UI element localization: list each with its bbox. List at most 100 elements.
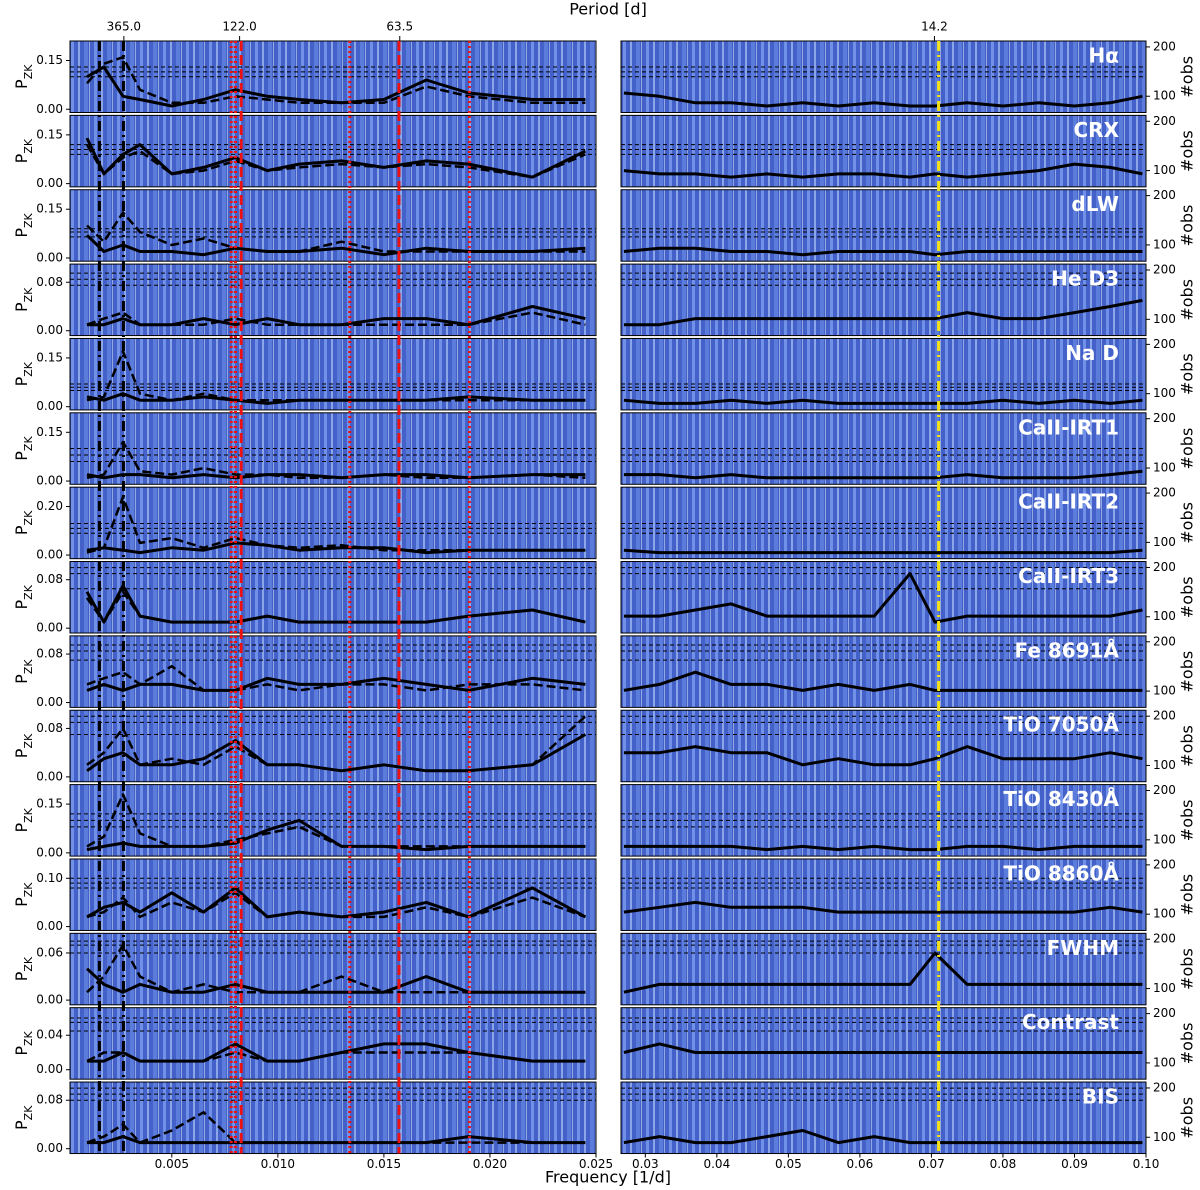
y-label-sub: ZK: [22, 361, 35, 377]
panel-frame: [620, 784, 1147, 857]
right-plot: [621, 1087, 1146, 1145]
x-tick-label: 0.005: [155, 1157, 189, 1171]
periodogram-line: [86, 392, 586, 405]
panel-frame: [69, 709, 597, 783]
right-plot: [621, 66, 1146, 108]
y-label-main: P: [12, 897, 31, 907]
left-plot: [70, 495, 596, 555]
y-tick-label: 0.00: [36, 399, 63, 413]
y2-tick-label: 100: [1153, 832, 1176, 846]
y-axis-label: PZK: [12, 436, 35, 461]
periodogram-line: [87, 1135, 586, 1145]
panel-frame: [620, 1007, 1147, 1080]
periodogram-line: [86, 65, 586, 108]
y-label-main: P: [12, 376, 31, 386]
left-plot: [70, 644, 596, 692]
period-tick-label: 63.5: [386, 20, 413, 34]
y2-axis-label: #obs: [1178, 725, 1197, 767]
x-tick-label: 0.10: [1133, 1157, 1160, 1171]
y-label-main: P: [12, 228, 31, 238]
panel-label: BIS: [1082, 1085, 1119, 1109]
panel-frame: [69, 337, 597, 411]
y-tick-label: 0.04: [36, 1028, 63, 1042]
y2-axis-label: #obs: [1178, 279, 1197, 321]
left-plot: [70, 211, 596, 257]
periodogram-line: [86, 664, 586, 692]
panel-label: Na D: [1065, 341, 1119, 365]
periodogram-line: [87, 1042, 586, 1063]
y-tick-label: 0.08: [36, 647, 63, 661]
x-tick-label: 0.03: [632, 1157, 659, 1171]
heatmap: [70, 115, 596, 187]
y-label-sub: ZK: [22, 436, 35, 452]
y2-tick-label: 200: [1153, 857, 1176, 871]
right-plot: [621, 813, 1146, 852]
y-label-main: P: [12, 748, 31, 758]
panel-frame: [620, 486, 1147, 560]
periodogram-line: [623, 162, 1143, 179]
y-axis-label: PZK: [12, 882, 35, 907]
y-tick-label: 0.00: [36, 621, 63, 635]
y2-tick-label: 200: [1153, 188, 1176, 202]
panel-frame: [620, 189, 1147, 262]
right-plot: [621, 144, 1146, 179]
periodogram-line: [86, 676, 586, 692]
y2-tick-label: 200: [1153, 337, 1176, 351]
y-axis-label: PZK: [12, 361, 35, 386]
right-plot: [621, 644, 1146, 692]
panel-frame: [69, 858, 597, 931]
y-tick-label: 0.15: [36, 425, 63, 439]
panel-frame: [620, 858, 1147, 931]
periodogram-line: [85, 584, 586, 624]
y2-tick-label: 200: [1153, 411, 1176, 425]
left-plot: [70, 567, 596, 624]
panel-frame: [69, 189, 597, 262]
y2-axis-label: #obs: [1178, 428, 1197, 470]
y2-tick-label: 200: [1153, 114, 1176, 128]
y2-tick-label: 200: [1153, 262, 1176, 276]
y-tick-label: 0.08: [36, 1093, 63, 1107]
y2-axis-label: #obs: [1178, 651, 1197, 693]
y-label-sub: ZK: [22, 882, 35, 898]
periodogram-line: [86, 733, 587, 773]
right-plot: [621, 448, 1146, 480]
left-plot: [70, 272, 596, 327]
periodogram-line: [623, 670, 1143, 692]
panel-frame: [69, 932, 597, 1006]
y2-axis-label: #obs: [1178, 205, 1197, 247]
y-tick-label: 0.00: [36, 845, 63, 859]
panel-frame: [69, 114, 597, 188]
y2-axis-label: #obs: [1178, 130, 1197, 172]
left-plot: [70, 877, 596, 919]
y-tick-label: 0.00: [36, 919, 63, 933]
y-tick-label: 0.00: [36, 548, 63, 562]
y-tick-label: 0.15: [36, 350, 63, 364]
y-axis-label: PZK: [12, 733, 35, 758]
panel-frame: [69, 561, 597, 634]
panel-frame: [620, 40, 1147, 113]
y-tick-label: 0.00: [36, 1141, 63, 1155]
y-label-main: P: [12, 599, 31, 609]
y-tick-label: 0.00: [36, 102, 63, 116]
y-label-sub: ZK: [22, 212, 35, 228]
periodogram-line: [85, 967, 586, 994]
y-tick-label: 0.08: [36, 572, 63, 586]
panel-frame: [620, 337, 1147, 411]
panel-label: CaII-IRT2: [1018, 490, 1119, 514]
panel-frame: [69, 263, 597, 337]
y2-axis-label: #obs: [1178, 1097, 1197, 1139]
y2-tick-label: 100: [1153, 237, 1176, 251]
y2-tick-label: 100: [1153, 163, 1176, 177]
periodogram-line: [623, 572, 1143, 624]
y-tick-label: 0.08: [36, 275, 63, 289]
y-tick-label: 0.15: [36, 797, 63, 811]
y2-axis-label: #obs: [1178, 1023, 1197, 1065]
y-tick-label: 0.00: [36, 250, 63, 264]
y2-axis-label: #obs: [1178, 874, 1197, 916]
y-label-main: P: [12, 79, 31, 89]
y-label-sub: ZK: [22, 287, 35, 303]
periodogram-line: [623, 951, 1143, 994]
panel-frame: [620, 709, 1147, 783]
x-tick-label: 0.010: [261, 1157, 295, 1171]
